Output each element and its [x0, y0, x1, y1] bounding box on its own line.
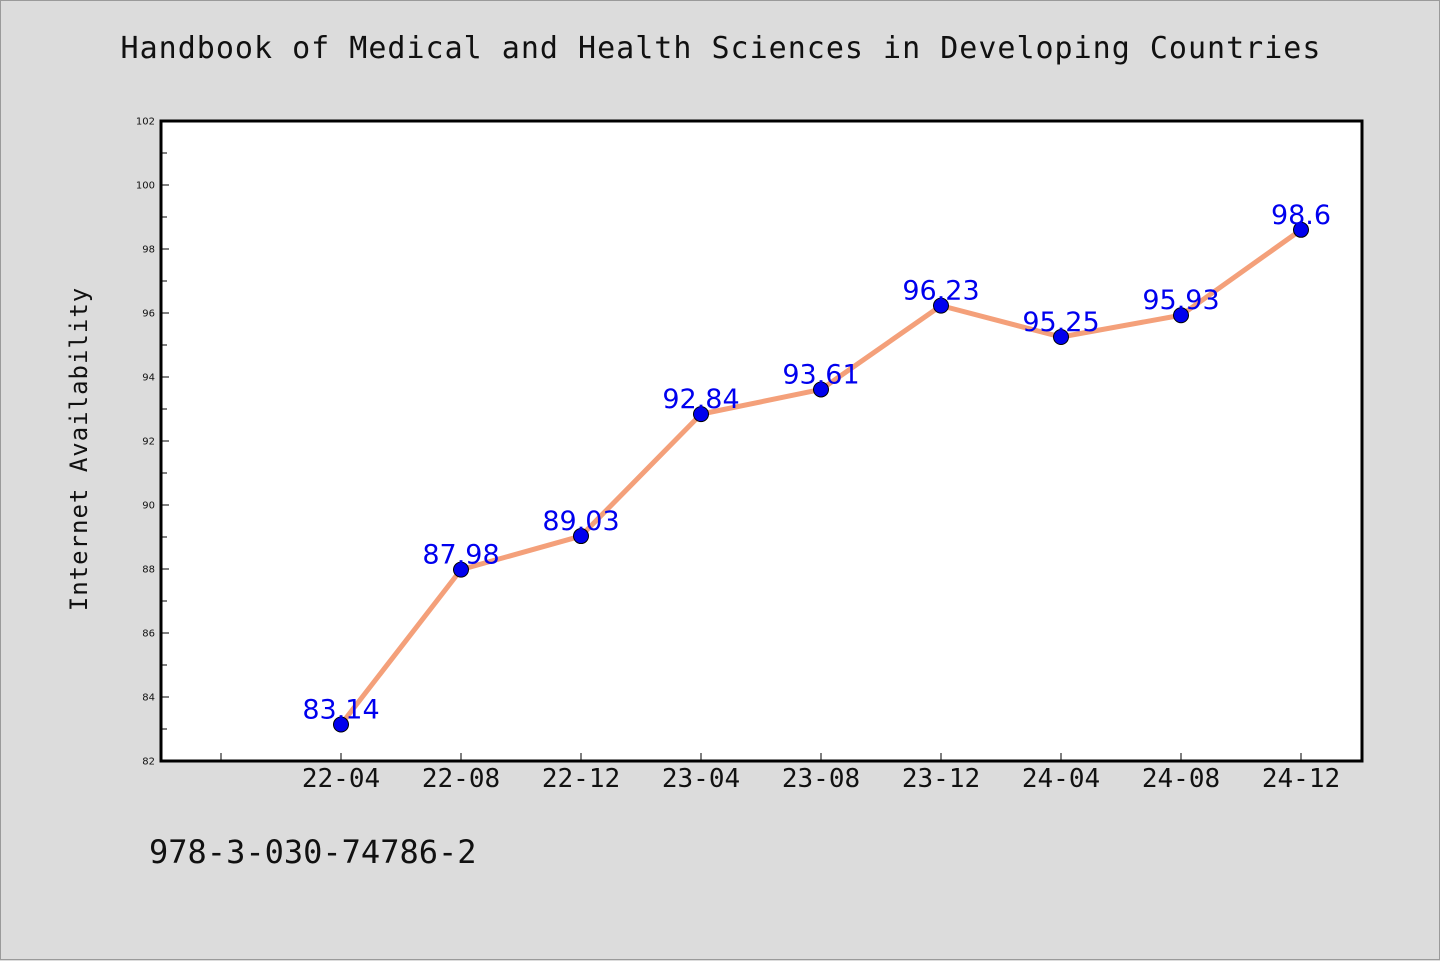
x-tick-label: 23-04 — [662, 764, 740, 794]
x-tick-label: 24-04 — [1022, 764, 1100, 794]
data-point — [1173, 307, 1189, 324]
y-tick-label: 84 — [142, 693, 155, 704]
x-tick-label: 24-08 — [1142, 764, 1220, 794]
data-point — [1293, 221, 1309, 238]
footer-isbn: 978-3-030-74786-2 — [149, 833, 477, 871]
y-axis-ticks: 82 84 86 88 90 92 94 96 98 100 102 — [136, 117, 169, 768]
y-tick-label: 102 — [136, 117, 155, 128]
y-tick-label: 92 — [142, 437, 155, 448]
y-tick-label: 94 — [142, 373, 155, 384]
y-axis-label: Internet Availability — [65, 287, 93, 611]
data-label: 83.14 — [302, 695, 379, 726]
x-tick-label: 22-04 — [302, 764, 380, 794]
data-label: 93.61 — [782, 359, 859, 390]
x-tick-label: 24-12 — [1262, 764, 1340, 794]
data-labels-layer: 83.14 87.98 89.03 92.84 93.61 96.23 95.25 95.93… — [302, 200, 1331, 726]
data-point — [333, 716, 349, 733]
data-label: 95.25 — [1022, 307, 1099, 338]
y-tick-label: 82 — [142, 757, 155, 768]
y-tick-label: 90 — [142, 501, 155, 512]
data-point — [1053, 329, 1069, 345]
data-point — [693, 406, 709, 423]
chart-title: Handbook of Medical and Health Sciences … — [120, 31, 1322, 66]
data-label: 98.6 — [1271, 200, 1331, 231]
data-point — [813, 381, 829, 398]
data-label: 95.93 — [1142, 285, 1219, 316]
data-point — [573, 528, 589, 545]
x-tick-label: 23-08 — [782, 764, 860, 794]
data-point — [933, 297, 949, 314]
x-tick-label: 22-12 — [542, 764, 620, 794]
x-tick-label: 22-08 — [422, 764, 500, 794]
y-tick-label: 86 — [142, 629, 155, 640]
data-label: 87.98 — [422, 540, 499, 571]
y-tick-label: 96 — [142, 309, 155, 320]
plot-area — [159, 119, 1364, 763]
x-tick-label: 23-12 — [902, 764, 980, 794]
data-label: 92.84 — [662, 384, 739, 415]
y-tick-label: 100 — [136, 181, 155, 192]
data-label: 96.23 — [902, 276, 979, 307]
series-layer — [333, 221, 1309, 733]
y-tick-label: 98 — [142, 245, 155, 256]
y-tick-label: 88 — [142, 565, 155, 576]
data-point — [453, 561, 469, 578]
x-axis-ticks: 22-04 22-08 22-12 23-04 23-08 23-12 24-04 24-08… — [220, 753, 1340, 794]
data-label: 89.03 — [542, 506, 619, 537]
